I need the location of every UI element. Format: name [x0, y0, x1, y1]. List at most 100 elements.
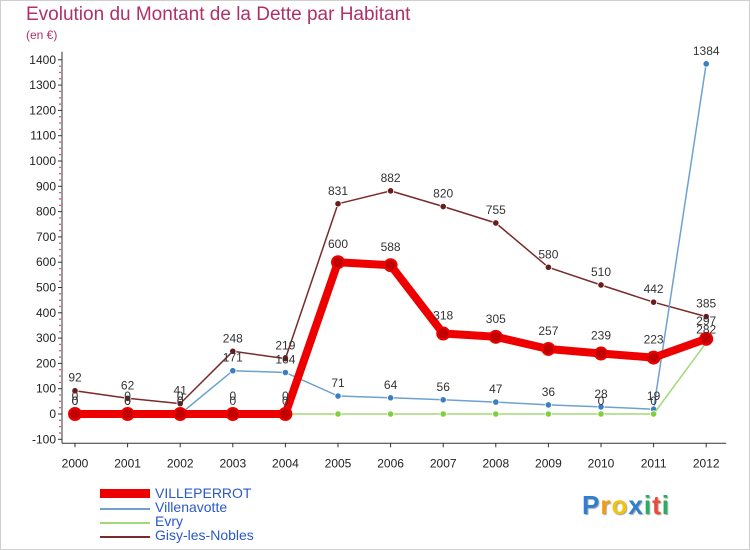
data-label: 0: [124, 394, 131, 408]
x-tick-label: 2003: [219, 456, 246, 470]
y-tick-label: 600: [36, 255, 56, 269]
data-point: [278, 407, 293, 421]
logo-letter: P: [582, 490, 601, 520]
logo-letter: i: [661, 490, 670, 520]
y-tick-label: 900: [36, 179, 56, 193]
data-point: [649, 298, 658, 306]
logo-letter: t: [652, 490, 662, 520]
data-label: 0: [650, 394, 657, 408]
data-point: [699, 331, 714, 346]
y-minor-tick: [59, 223, 61, 226]
x-tick-label: 2007: [430, 456, 457, 470]
data-point: [334, 392, 342, 400]
y-minor-tick: [59, 343, 61, 346]
data-point: [120, 407, 135, 421]
y-minor-tick: [59, 356, 61, 358]
x-tick-label: 2002: [167, 456, 194, 470]
y-tick-label: 200: [36, 356, 56, 370]
y-minor-tick: [59, 274, 61, 276]
data-label: 41: [174, 384, 188, 398]
x-tick-label: 2004: [272, 456, 299, 470]
logo-letter: r: [600, 490, 612, 520]
data-point: [436, 326, 451, 341]
y-minor-tick: [59, 349, 61, 352]
data-label: 0: [282, 389, 289, 403]
y-tick-label: 1200: [29, 103, 56, 117]
x-tick-label: 2011: [641, 456, 667, 470]
data-label: 385: [696, 297, 716, 311]
legend-item-evry: Evry: [100, 513, 360, 530]
y-minor-tick: [59, 432, 61, 434]
data-label: 171: [223, 351, 243, 365]
data-label: 56: [437, 380, 451, 394]
data-label: 164: [275, 353, 295, 367]
data-label: 0: [177, 389, 184, 403]
data-label: 882: [381, 171, 401, 185]
y-minor-tick: [59, 198, 61, 200]
data-label: 71: [331, 376, 345, 390]
data-point: [383, 258, 398, 273]
logo-letter: i: [643, 490, 653, 520]
data-label: 0: [124, 389, 131, 403]
data-label: 0: [72, 389, 79, 403]
legend-swatch-villeperrot: [100, 489, 150, 498]
data-label: 19: [647, 389, 661, 403]
y-minor-tick: [59, 122, 61, 124]
data-point: [176, 400, 184, 408]
legend-item-villenavotte: Villenavotte: [100, 499, 360, 516]
series-line-gisy-les-nobles: [74, 190, 707, 405]
y-minor-tick: [59, 406, 61, 409]
data-point: [544, 401, 553, 409]
y-minor-tick: [59, 293, 61, 295]
data-label: 755: [486, 203, 506, 217]
y-minor-tick: [59, 153, 61, 156]
x-tick-label: 2009: [535, 456, 562, 470]
data-label: 223: [644, 333, 664, 347]
data-point: [229, 347, 237, 355]
data-label: 0: [282, 394, 289, 408]
y-minor-tick: [59, 381, 61, 384]
data-label: 219: [275, 339, 295, 353]
legend-swatch-gisy-les-nobles: [100, 536, 150, 538]
y-minor-tick: [59, 419, 61, 422]
legend-swatch-evry: [100, 522, 150, 524]
y-minor-tick: [59, 103, 61, 105]
data-point: [492, 398, 500, 406]
y-tick-label: 1400: [29, 53, 56, 67]
y-tick-label: 1100: [30, 129, 56, 143]
y-minor-tick: [59, 394, 61, 396]
data-label: 0: [229, 394, 236, 408]
x-tick-label: 2000: [62, 456, 89, 470]
data-label: 1384: [693, 44, 720, 58]
data-label: 28: [594, 387, 608, 401]
y-minor-tick: [59, 191, 61, 194]
data-label: 442: [644, 282, 664, 296]
data-point: [646, 350, 661, 365]
legend-item-gisy-les-nobles: Gisy-les-Nobles: [100, 527, 360, 544]
data-label: 0: [124, 394, 131, 408]
series-layer: [68, 60, 714, 421]
data-label: 0: [598, 394, 605, 408]
data-point: [386, 410, 395, 418]
x-tick-label: 2005: [325, 456, 352, 470]
data-label: 820: [433, 187, 453, 201]
chart-title: Evolution du Montant de la Dette par Hab…: [26, 4, 411, 25]
y-minor-tick: [59, 368, 61, 371]
data-label: 0: [177, 394, 184, 408]
data-point: [492, 410, 500, 418]
y-minor-tick: [59, 255, 61, 257]
y-minor-tick: [59, 400, 61, 403]
y-minor-tick: [59, 324, 61, 327]
data-point: [281, 368, 289, 377]
data-point: [229, 367, 237, 375]
data-label: 600: [328, 237, 348, 251]
data-point: [386, 187, 395, 195]
y-tick-label: 1300: [29, 78, 56, 92]
y-minor-tick: [59, 248, 61, 251]
proxiti-logo: Proxiti: [582, 490, 670, 521]
data-label: 318: [433, 309, 453, 323]
data-label: 305: [486, 312, 506, 326]
y-minor-tick: [59, 179, 61, 181]
